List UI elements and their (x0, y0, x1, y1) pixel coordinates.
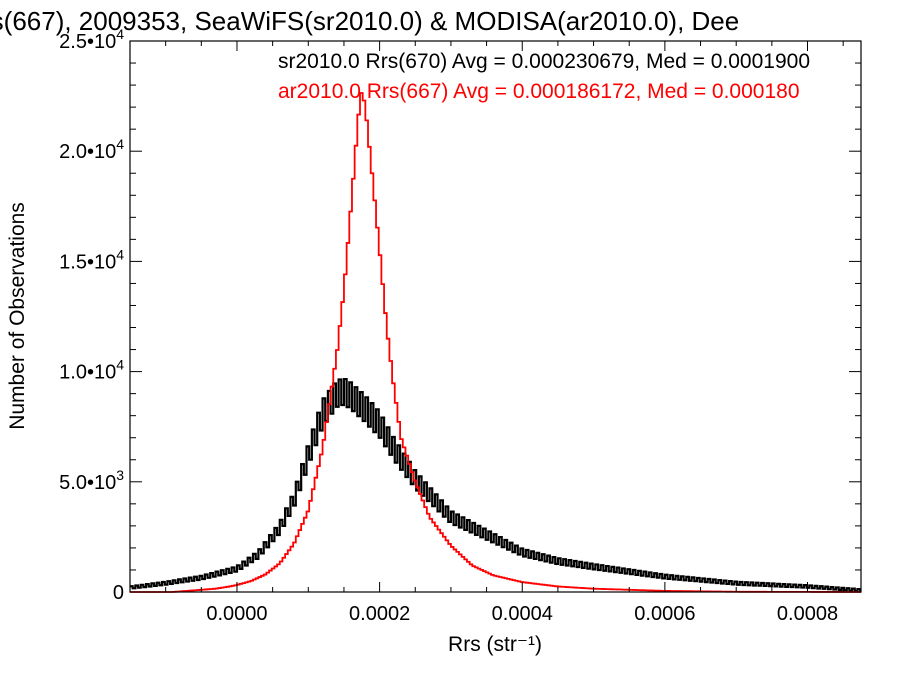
y-tick-label: 0 (113, 582, 124, 604)
x-tick-label: 0.0002 (349, 603, 410, 625)
plot-frame (129, 40, 862, 593)
y-axis-ticks: 0 5.0•103 1.0•104 1.5•104 2.0•104 2.5•104 (59, 26, 861, 604)
x-axis-ticks: 0.0000 0.0002 0.0004 0.0006 0.0008 (165, 41, 844, 625)
x-tick-label: 0.0000 (206, 603, 267, 625)
x-tick-label: 0.0006 (634, 603, 695, 625)
x-tick-label: 0.0008 (777, 603, 838, 625)
legend-entry-ar2010: ar2010.0 Rrs(667) Avg = 0.000186172, Med… (278, 80, 800, 103)
x-tick-label: 0.0004 (492, 603, 553, 625)
chart-title: rs(667), 2009353, SeaWiFS(sr2010.0) & MO… (0, 6, 739, 36)
legend-entry-sr2010: sr2010.0 Rrs(670) Avg = 0.000230679, Med… (278, 50, 810, 73)
y-tick-label: 2.5•104 (59, 26, 124, 53)
series-line-sr2010 (130, 377, 862, 593)
y-tick-label: 1.0•104 (59, 357, 124, 384)
y-tick-label: 1.5•104 (59, 246, 124, 273)
y-tick-label: 5.0•103 (59, 467, 124, 494)
x-axis-label: Rrs (str⁻¹) (448, 633, 542, 656)
y-tick-label: 2.0•104 (59, 136, 124, 163)
y-axis-label: Number of Observations (6, 202, 29, 430)
